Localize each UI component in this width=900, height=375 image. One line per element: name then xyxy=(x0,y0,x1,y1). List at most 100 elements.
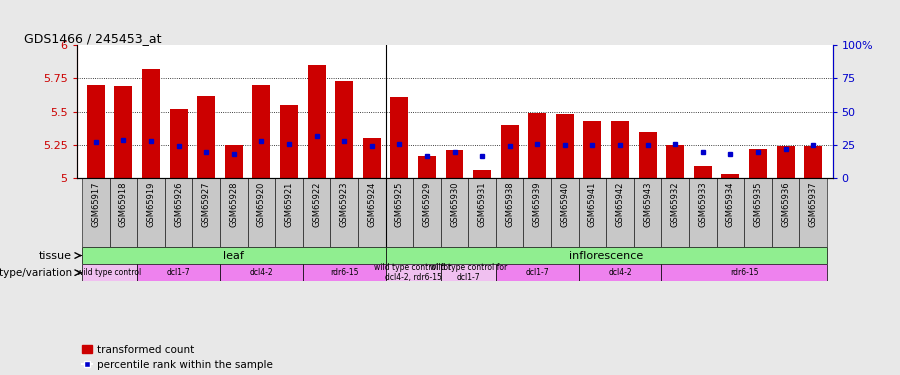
Bar xyxy=(385,264,441,281)
Bar xyxy=(197,96,215,178)
Bar xyxy=(280,105,298,178)
Bar xyxy=(639,132,657,178)
Text: GSM65926: GSM65926 xyxy=(174,182,183,227)
Bar xyxy=(579,178,607,247)
Bar xyxy=(252,85,270,178)
Text: dcl1-7: dcl1-7 xyxy=(166,268,191,277)
Legend: transformed count, percentile rank within the sample: transformed count, percentile rank withi… xyxy=(82,345,274,370)
Bar xyxy=(335,81,353,178)
Text: GSM65934: GSM65934 xyxy=(726,182,735,227)
Bar xyxy=(86,85,104,178)
Bar xyxy=(500,125,518,178)
Bar xyxy=(225,145,243,178)
Bar xyxy=(662,264,827,281)
Bar xyxy=(82,264,137,281)
Bar xyxy=(799,178,827,247)
Bar xyxy=(524,178,551,247)
Bar xyxy=(169,109,187,178)
Text: tissue: tissue xyxy=(39,251,72,261)
Bar xyxy=(385,178,413,247)
Text: GSM65923: GSM65923 xyxy=(339,182,348,227)
Text: GSM65942: GSM65942 xyxy=(616,182,625,227)
Text: dcl1-7: dcl1-7 xyxy=(526,268,549,277)
Text: wild type control for
dcl1-7: wild type control for dcl1-7 xyxy=(429,263,507,282)
Bar xyxy=(248,178,275,247)
Bar xyxy=(528,113,546,178)
Text: leaf: leaf xyxy=(223,251,244,261)
Bar xyxy=(722,174,740,178)
Text: GSM65939: GSM65939 xyxy=(533,182,542,227)
Bar xyxy=(662,178,689,247)
Bar xyxy=(496,264,579,281)
Bar xyxy=(441,264,496,281)
Text: rdr6-15: rdr6-15 xyxy=(330,268,358,277)
Text: GSM65943: GSM65943 xyxy=(644,182,652,227)
Bar xyxy=(302,178,330,247)
Text: GDS1466 / 245453_at: GDS1466 / 245453_at xyxy=(23,32,161,45)
Text: GSM65925: GSM65925 xyxy=(395,182,404,227)
Bar xyxy=(165,178,193,247)
Text: GSM65931: GSM65931 xyxy=(478,182,487,227)
Text: inflorescence: inflorescence xyxy=(569,251,643,261)
Bar xyxy=(583,121,601,178)
Text: GSM65941: GSM65941 xyxy=(588,182,597,227)
Text: GSM65920: GSM65920 xyxy=(256,182,266,227)
Bar xyxy=(611,121,629,178)
Bar xyxy=(556,114,574,178)
Bar xyxy=(363,138,381,178)
Text: GSM65935: GSM65935 xyxy=(753,182,762,227)
Text: GSM65921: GSM65921 xyxy=(284,182,293,227)
Text: GSM65922: GSM65922 xyxy=(312,182,321,227)
Text: wild type control for
dcl4-2, rdr6-15: wild type control for dcl4-2, rdr6-15 xyxy=(374,263,452,282)
Text: GSM65927: GSM65927 xyxy=(202,182,211,227)
Bar xyxy=(302,264,385,281)
Bar xyxy=(82,247,385,264)
Bar xyxy=(716,178,744,247)
Bar xyxy=(193,178,220,247)
Bar xyxy=(607,178,634,247)
Bar xyxy=(385,247,827,264)
Text: GSM65928: GSM65928 xyxy=(230,182,238,227)
Bar xyxy=(744,178,772,247)
Text: genotype/variation: genotype/variation xyxy=(0,268,72,278)
Bar xyxy=(772,178,799,247)
Bar xyxy=(805,146,823,178)
Bar xyxy=(110,178,137,247)
Bar xyxy=(330,178,358,247)
Text: GSM65937: GSM65937 xyxy=(809,182,818,227)
Bar xyxy=(694,166,712,178)
Bar xyxy=(473,170,491,178)
Text: wild type control: wild type control xyxy=(77,268,141,277)
Text: GSM65924: GSM65924 xyxy=(367,182,376,227)
Text: rdr6-15: rdr6-15 xyxy=(730,268,759,277)
Bar xyxy=(308,65,326,178)
Text: GSM65918: GSM65918 xyxy=(119,182,128,227)
Text: GSM65930: GSM65930 xyxy=(450,182,459,227)
Text: dcl4-2: dcl4-2 xyxy=(249,268,274,277)
Bar xyxy=(446,150,464,178)
Bar xyxy=(142,69,160,178)
Text: GSM65932: GSM65932 xyxy=(670,182,680,227)
Bar xyxy=(413,178,441,247)
Bar xyxy=(468,178,496,247)
Bar xyxy=(689,178,716,247)
Bar xyxy=(137,264,220,281)
Bar xyxy=(358,178,385,247)
Text: GSM65919: GSM65919 xyxy=(147,182,156,227)
Bar xyxy=(441,178,468,247)
Bar xyxy=(391,97,409,178)
Bar xyxy=(137,178,165,247)
Bar xyxy=(551,178,579,247)
Bar xyxy=(777,146,795,178)
Bar xyxy=(275,178,302,247)
Bar xyxy=(579,264,662,281)
Text: GSM65936: GSM65936 xyxy=(781,182,790,227)
Bar xyxy=(666,145,684,178)
Text: GSM65940: GSM65940 xyxy=(561,182,570,227)
Bar xyxy=(220,264,302,281)
Text: GSM65933: GSM65933 xyxy=(698,182,707,227)
Bar xyxy=(749,149,767,178)
Text: GSM65929: GSM65929 xyxy=(422,182,431,227)
Bar xyxy=(496,178,524,247)
Text: GSM65938: GSM65938 xyxy=(505,182,514,227)
